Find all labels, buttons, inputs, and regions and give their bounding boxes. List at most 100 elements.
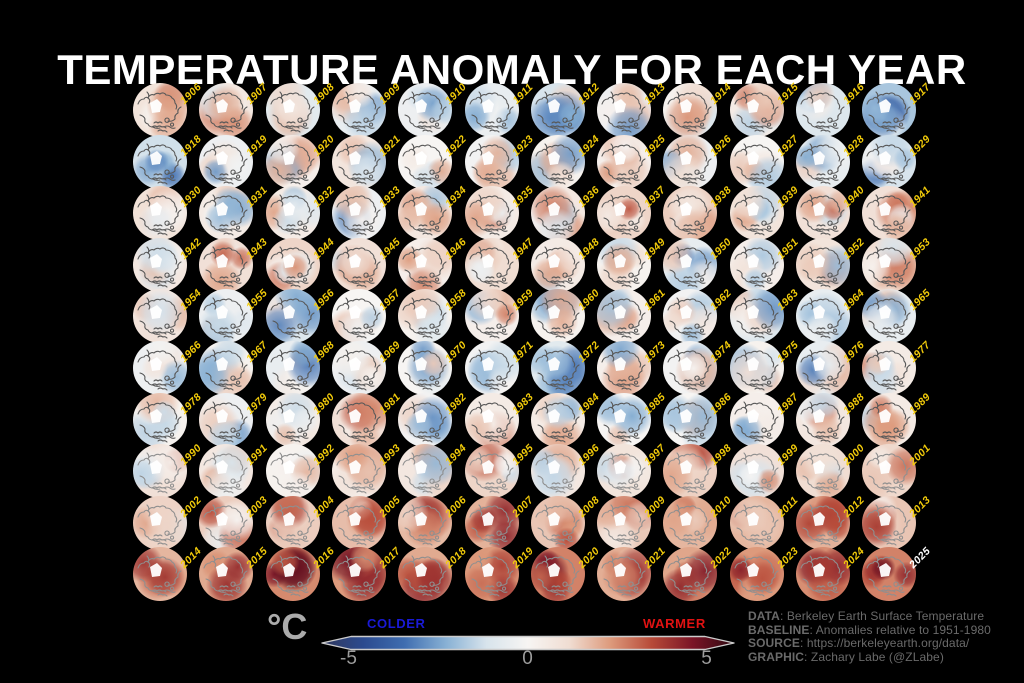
globe-1943 — [199, 237, 254, 292]
globe-1923 — [464, 134, 519, 189]
credit-label: GRAPHIC — [748, 649, 805, 664]
globe-1998 — [663, 444, 718, 499]
globe-1949 — [597, 237, 652, 292]
globe-2015 — [199, 547, 254, 602]
globe-1950 — [663, 237, 718, 292]
globe-2025 — [862, 547, 917, 602]
globe-1924 — [530, 134, 585, 189]
globe-2012 — [796, 495, 850, 550]
globe-1973 — [597, 341, 652, 395]
colder-label: COLDER — [367, 616, 426, 631]
globe-1969 — [331, 341, 386, 395]
globe-1929 — [862, 134, 917, 189]
globe-1932 — [265, 186, 320, 241]
globe-2016 — [265, 547, 320, 602]
globe-2006 — [398, 495, 453, 550]
globe-1928 — [796, 134, 850, 189]
globe-1942 — [133, 237, 187, 292]
globe-1954 — [133, 289, 187, 344]
globe-1939 — [729, 186, 784, 241]
credit-line-baseline: BASELINE: Anomalies relative to 1951-198… — [748, 622, 991, 637]
globe-1970 — [398, 341, 453, 395]
globe-2020 — [530, 547, 585, 602]
globe-1913 — [597, 83, 652, 137]
globe-1984 — [530, 392, 585, 447]
globe-1953 — [862, 237, 917, 292]
globe-2002 — [133, 495, 187, 550]
globe-1994 — [398, 444, 453, 499]
globe-1972 — [530, 341, 585, 395]
colorbar-tick--5: -5 — [340, 648, 357, 669]
globe-1996 — [530, 444, 585, 499]
colorbar-gradient — [320, 632, 736, 654]
globe-1914 — [663, 83, 718, 137]
globe-2024 — [796, 547, 850, 602]
globe-2011 — [729, 495, 784, 550]
globe-1985 — [597, 392, 652, 447]
globe-1956 — [265, 289, 320, 344]
credit-line-source: SOURCE: https://berkeleyearth.org/data/ — [748, 636, 970, 650]
globe-2001 — [862, 444, 917, 499]
globe-1936 — [530, 186, 585, 241]
globe-1919 — [199, 134, 254, 189]
globe-1982 — [398, 392, 453, 447]
globe-2008 — [530, 495, 585, 550]
warmer-label: WARMER — [643, 616, 706, 631]
globe-1918 — [133, 134, 187, 189]
globe-2000 — [796, 444, 850, 499]
globe-1910 — [398, 83, 453, 137]
credit-label: SOURCE — [748, 636, 800, 650]
globe-2009 — [597, 495, 652, 550]
globe-1992 — [265, 444, 320, 499]
credit-label: DATA — [748, 609, 780, 623]
globe-1957 — [331, 289, 386, 344]
globe-1971 — [464, 341, 519, 395]
globe-1999 — [729, 444, 784, 499]
globe-1947 — [464, 237, 519, 292]
globe-2005 — [331, 495, 386, 550]
colorbar-tick-5: 5 — [701, 648, 712, 669]
globe-2003 — [199, 495, 254, 550]
globe-2021 — [597, 547, 652, 602]
globe-1995 — [464, 444, 519, 499]
globe-1933 — [331, 186, 386, 241]
unit-label: °C — [267, 606, 308, 647]
globe-1967 — [199, 341, 254, 395]
globe-1916 — [796, 83, 850, 137]
globe-1930 — [133, 186, 187, 241]
globe-1922 — [398, 134, 453, 189]
globe-1977 — [862, 341, 917, 395]
globe-1961 — [597, 289, 652, 344]
globe-1945 — [331, 237, 386, 292]
globe-1968 — [265, 341, 320, 395]
globe-1938 — [663, 186, 718, 241]
globe-1931 — [199, 186, 254, 241]
globe-1907 — [199, 83, 254, 137]
globe-1906 — [133, 83, 187, 137]
globe-1927 — [729, 134, 784, 189]
globe-2018 — [398, 547, 453, 602]
globe-1993 — [331, 444, 386, 499]
globe-1997 — [597, 444, 652, 499]
globe-2022 — [663, 547, 718, 602]
globe-1912 — [530, 83, 585, 137]
globe-2007 — [464, 495, 519, 550]
globe-1989 — [862, 392, 917, 447]
globe-2019 — [464, 547, 519, 602]
globe-1974 — [663, 341, 718, 395]
globe-1937 — [597, 186, 652, 241]
globe-1951 — [729, 237, 784, 292]
globe-1946 — [398, 237, 453, 292]
credit-line-graphic: GRAPHIC: Zachary Labe (@ZLabe) — [748, 649, 944, 664]
colorbar-tick-0: 0 — [522, 648, 533, 669]
globe-1966 — [133, 341, 187, 395]
globe-1990 — [133, 444, 187, 499]
globe-1978 — [133, 392, 187, 447]
globe-1976 — [796, 341, 850, 395]
globe-1944 — [265, 237, 320, 292]
globe-1935 — [464, 186, 519, 241]
globe-1958 — [398, 289, 453, 344]
